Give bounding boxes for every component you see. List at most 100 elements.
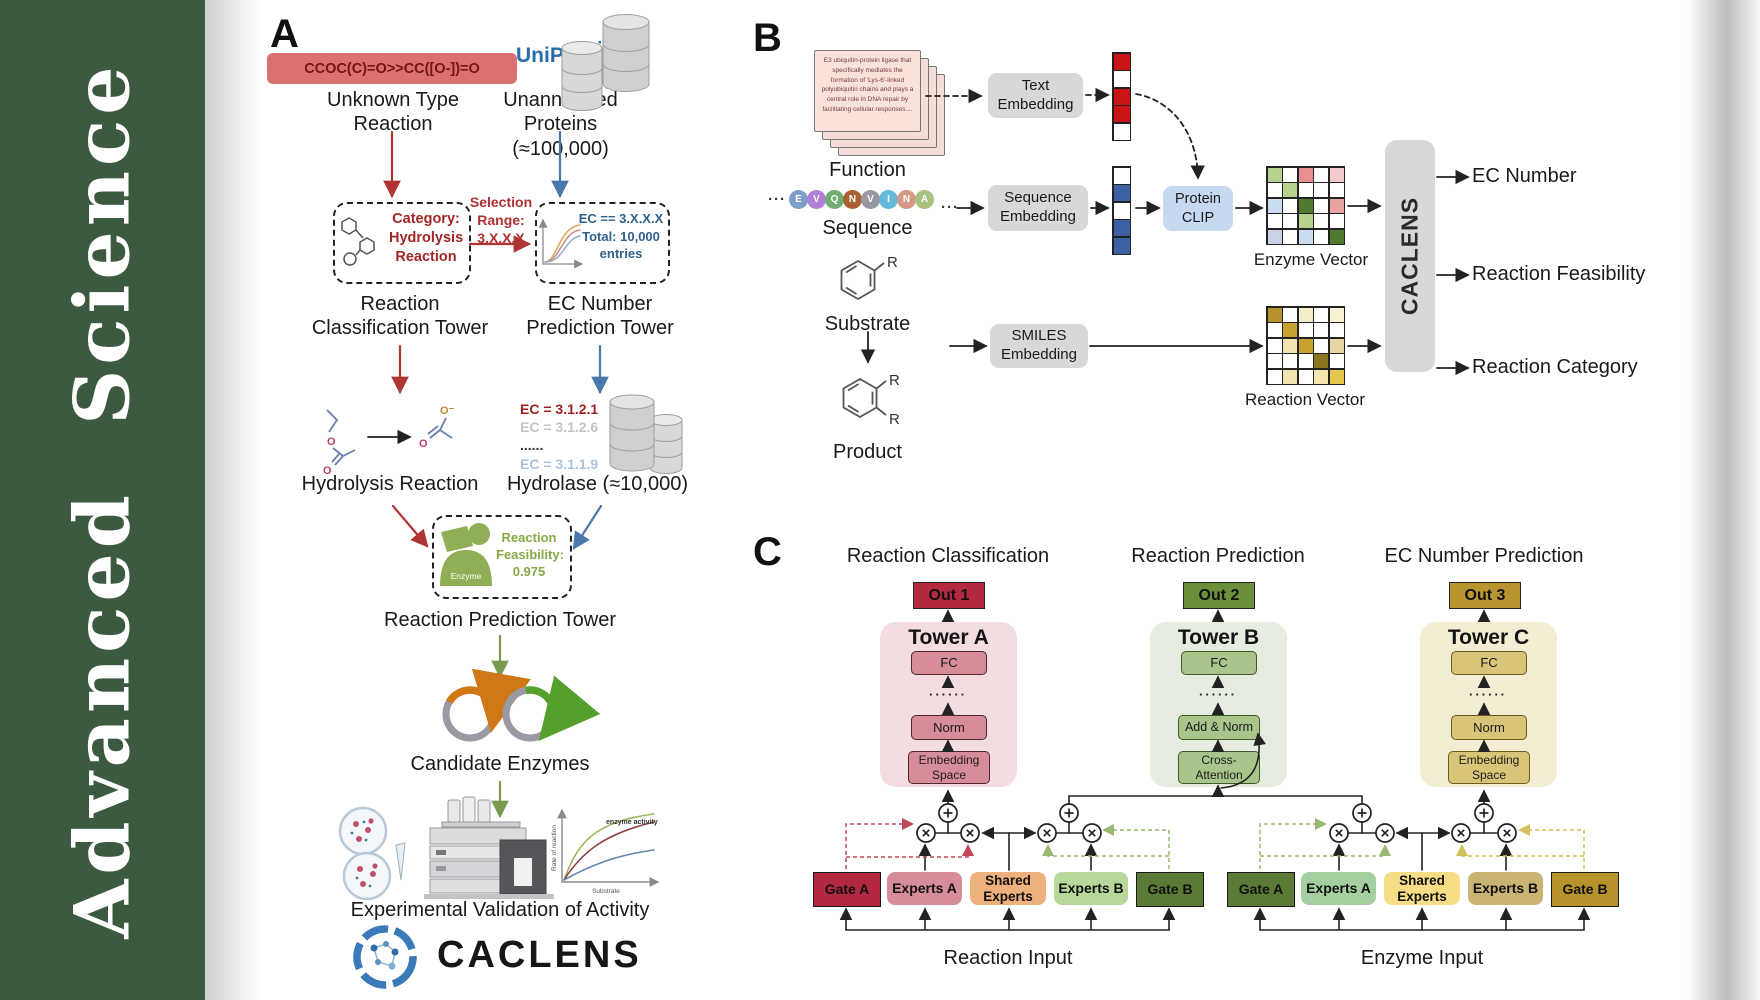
smiles-embedding-box: SMILES Embedding — [990, 324, 1088, 368]
journal-title: Advanced Science — [57, 61, 147, 939]
matrix-cell — [1113, 185, 1130, 201]
tower-c-norm: Norm — [1451, 715, 1527, 740]
selection-range-label: Selection Range: 3.X.X.X — [469, 194, 533, 247]
plus-node — [938, 803, 958, 823]
header-reaction-classification: Reaction Classification — [846, 545, 1050, 567]
product-label: Product — [833, 441, 902, 463]
reaction-vector-grid — [1266, 306, 1345, 385]
svg-text:O: O — [419, 438, 428, 450]
sequence-residue: E — [789, 190, 808, 209]
matrix-cell — [1298, 214, 1313, 228]
sequence-residue: I — [879, 190, 898, 209]
sequence-label: Sequence — [822, 217, 913, 239]
matrix-cell — [1267, 307, 1282, 322]
candidate-enzymes-label: Candidate Enzymes — [410, 753, 590, 775]
tower-c-embedding: Embedding Space — [1448, 751, 1530, 784]
matrix-cell — [1283, 198, 1297, 213]
matrix-cell — [1314, 198, 1328, 213]
matrix-cell — [1283, 183, 1297, 197]
product-r1-label: R — [889, 372, 900, 389]
feasibility-dashed-box — [432, 515, 572, 599]
sequence-ellipsis-left: ··· — [768, 191, 786, 208]
matrix-cell — [1113, 71, 1130, 87]
sequence-residue: V — [861, 190, 880, 209]
hydrolase-label: Hydrolase (≈10,000) — [506, 473, 689, 495]
activity-xlabel: Substrate — [592, 888, 620, 895]
substrate-label: Substrate — [824, 313, 911, 335]
ec-list-item: ...... — [520, 437, 544, 454]
caclens-model-block: CACLENS — [1385, 140, 1435, 372]
enzyme-vector-grid — [1266, 166, 1345, 245]
ec-list-item: EC = 3.1.2.1 — [520, 401, 599, 417]
validation-label: Experimental Validation of Activity — [350, 899, 650, 921]
matrix-cell — [1267, 323, 1282, 337]
substrate-molecule-icon: R — [840, 254, 898, 301]
matrix-cell — [1267, 229, 1282, 244]
category-text: Category: Hydrolysis Reaction — [389, 211, 464, 265]
hydrolysis-reaction-label: Hydrolysis Reaction — [301, 473, 479, 495]
tower-a-fc: FC — [911, 651, 987, 675]
tower-a-dots: ······ — [929, 687, 967, 702]
tower-b-title: Tower B — [1177, 626, 1260, 649]
reaction-input-label: Reaction Input — [943, 947, 1073, 969]
sequence-ellipsis-right: ··· — [941, 199, 959, 216]
uniprot-ring-icon — [586, 40, 618, 78]
output-ec-number: EC Number — [1472, 165, 1577, 187]
sequence-residue: Q — [825, 190, 844, 209]
matrix-cell — [1298, 338, 1313, 353]
ec-list-item: EC = 3.1.1.9 — [520, 455, 599, 472]
out2-box: Out 2 — [1183, 582, 1255, 609]
matrix-cell — [1314, 229, 1328, 244]
activity-chart-icon: enzyme activity Rate of reaction Substra… — [551, 808, 660, 895]
product-r2-label: R — [889, 411, 900, 428]
matrix-cell — [1113, 202, 1130, 219]
database-icon-hydrolase — [609, 394, 683, 474]
sequence-embedding-box: Sequence Embedding — [988, 185, 1088, 231]
reaction-vector-label: Reaction Vector — [1244, 390, 1366, 409]
matrix-cell — [1329, 338, 1344, 353]
matrix-cell — [1267, 354, 1282, 368]
ec-filter-dashed-box — [535, 202, 670, 284]
matrix-cell — [1298, 307, 1313, 322]
ec-tower-label: EC Number Prediction Tower — [526, 293, 674, 340]
unknown-reaction-label: Unknown Type Reaction — [327, 89, 459, 136]
journal-sidebar: Advanced Science — [0, 0, 205, 1000]
enzyme-input-label: Enzyme Input — [1360, 947, 1484, 969]
matrix-cell — [1314, 167, 1328, 182]
plus-node — [1352, 803, 1372, 823]
matrix-cell — [1314, 354, 1328, 368]
matrix-cell — [1267, 214, 1282, 228]
tower-b-cross-attention: Cross-Attention — [1178, 751, 1260, 784]
matrix-cell — [1329, 354, 1344, 368]
ec-filter-line1: EC == 3.X.X.X — [578, 211, 664, 226]
caclens-logo-text: CACLENS — [437, 934, 642, 976]
times-node — [916, 823, 936, 843]
activity-annotation: enzyme activity — [606, 819, 658, 826]
matrix-cell — [1283, 338, 1297, 353]
ec-list-item: EC = 3.1.2.6 — [520, 419, 599, 436]
matrix-cell — [1329, 369, 1344, 384]
gate-routes — [845, 818, 1585, 869]
tower-c-dots: ······ — [1469, 687, 1507, 702]
matrix-cell — [1267, 167, 1282, 182]
tower-b-fc: FC — [1181, 651, 1257, 675]
page-edge-left — [205, 0, 260, 1000]
text-embedding-box: Text Embedding — [988, 73, 1083, 118]
text-vector — [1112, 52, 1131, 141]
times-node — [1451, 823, 1471, 843]
out1-box: Out 1 — [913, 582, 985, 609]
matrix-cell — [1329, 323, 1344, 337]
matrix-cell — [1298, 198, 1313, 213]
plasmid-icons — [442, 668, 601, 742]
sequence-residue: N — [843, 190, 862, 209]
header-reaction-prediction: Reaction Prediction — [1131, 545, 1305, 567]
tower-a-norm: Norm — [911, 715, 987, 740]
sequence-residue: V — [807, 190, 826, 209]
matrix-cell — [1283, 323, 1297, 337]
times-node — [1497, 823, 1517, 843]
caclens-logo-icon — [353, 925, 417, 989]
matrix-cell — [1267, 183, 1282, 197]
matrix-cell — [1314, 323, 1328, 337]
matrix-cell — [1298, 323, 1313, 337]
matrix-cell — [1329, 183, 1344, 197]
